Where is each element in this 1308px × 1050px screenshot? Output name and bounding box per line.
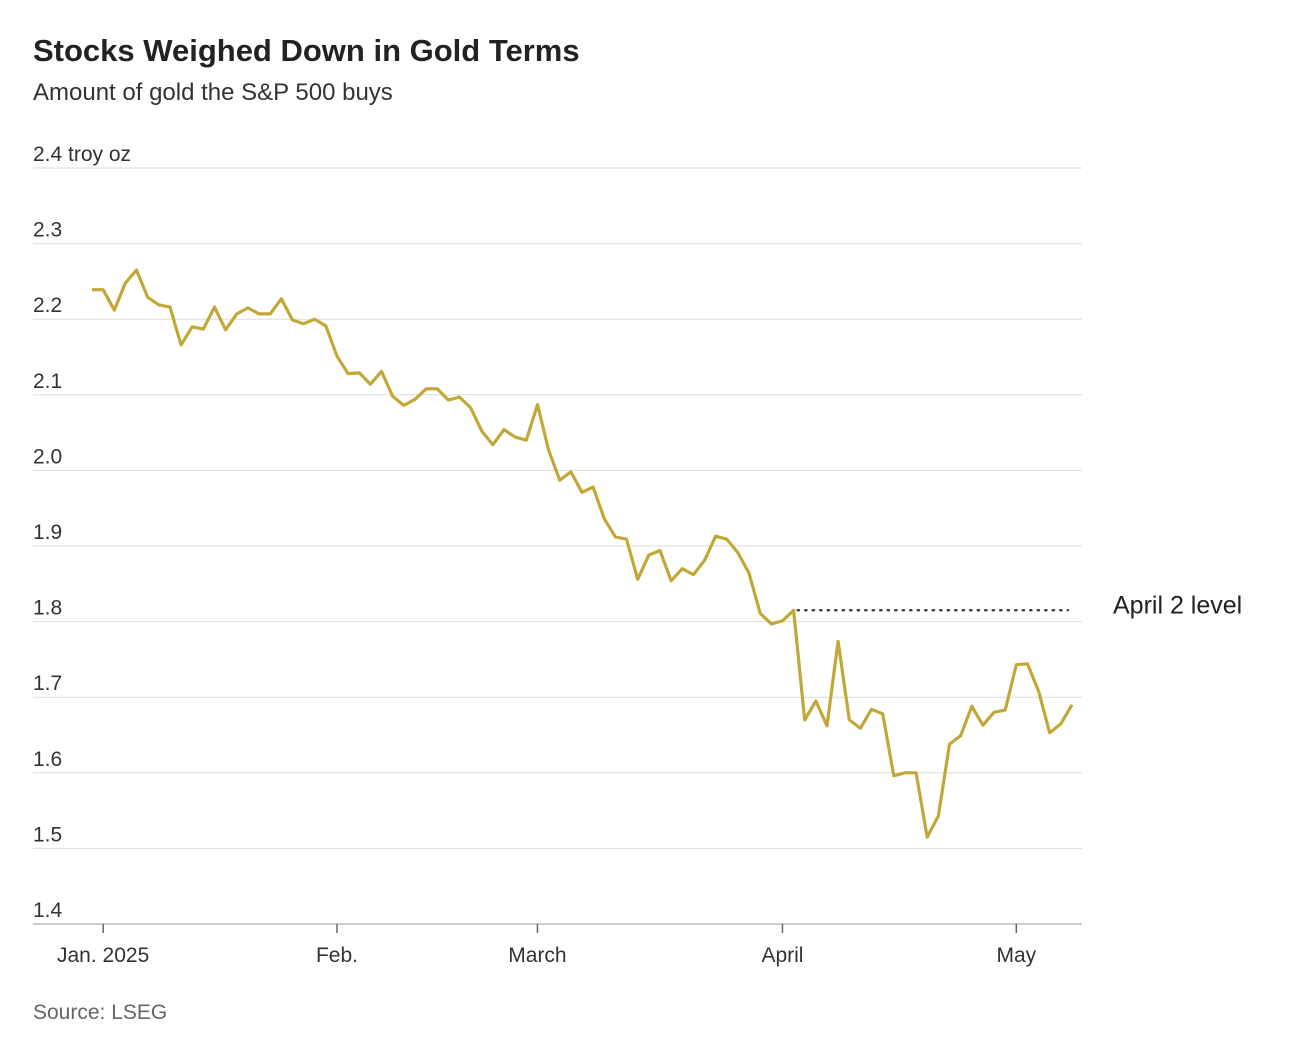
y-tick-label: 1.7: [33, 672, 62, 695]
x-tick-label: Feb.: [316, 944, 358, 967]
data-line: [92, 268, 1074, 839]
y-tick-label: 2.1: [33, 370, 62, 393]
y-tick-label: 2.2: [33, 294, 62, 317]
chart-title: Stocks Weighed Down in Gold Terms: [33, 33, 580, 68]
y-tick-label: 2.3: [33, 219, 62, 242]
y-tick-label: 1.8: [33, 597, 62, 620]
y-tick-label: 1.4: [33, 899, 63, 922]
source: Source: LSEG: [33, 1001, 167, 1024]
y-tick-label: 1.9: [33, 521, 62, 544]
x-tick-label: Jan. 2025: [57, 944, 149, 967]
annotation-label: April 2 level: [1113, 591, 1242, 619]
y-tick-label: 2.0: [33, 445, 62, 468]
chart-subtitle: Amount of gold the S&P 500 buys: [33, 79, 393, 106]
x-tick-label: April: [761, 944, 803, 967]
x-tick-label: March: [508, 944, 566, 967]
y-tick-label: 1.6: [33, 748, 62, 771]
y-tick-label: 2.4 troy oz: [33, 143, 131, 166]
y-tick-label: 1.5: [33, 823, 62, 846]
x-tick-label: May: [996, 944, 1036, 967]
